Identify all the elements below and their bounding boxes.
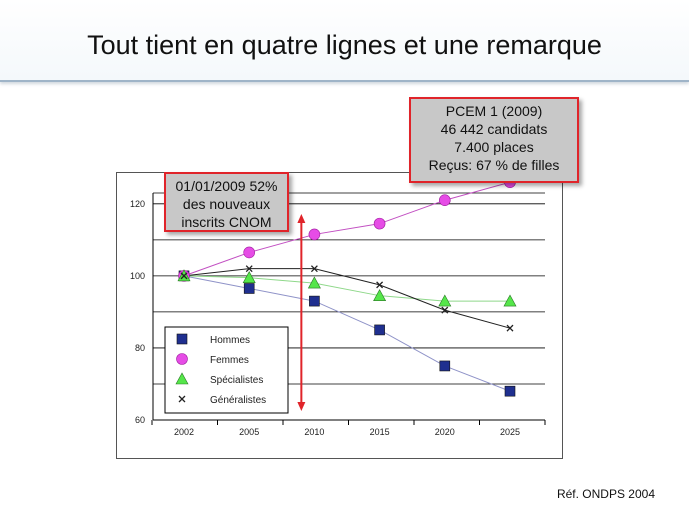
data-point-0-2 [309, 295, 320, 307]
legend-label: Généralistes [210, 395, 266, 406]
series-line-hommes [183, 275, 511, 392]
x-tick-label: 2015 [370, 427, 390, 437]
data-point-0-5 [504, 385, 516, 397]
legend-label: Femmes [210, 355, 249, 366]
data-point-3-2 [310, 265, 318, 273]
title-bar [0, 0, 689, 82]
data-point-3-1 [245, 265, 253, 273]
callout-line: inscrits CNOM [181, 214, 272, 230]
data-point-3-5 [506, 324, 514, 332]
legend-marker-3 [178, 395, 186, 403]
series-line-femmes [183, 181, 511, 277]
callout-line: des nouveaux [182, 196, 271, 212]
y-tick-label: 120 [130, 199, 145, 209]
series-line-généralistes [183, 268, 511, 329]
slide-title: Tout tient en quatre lignes et une remar… [87, 30, 602, 60]
data-point-0-3 [374, 324, 385, 336]
data-point-3-0 [180, 272, 188, 280]
arrow-up-head [297, 214, 306, 223]
legend-marker-2 [175, 372, 189, 385]
data-point-2-1 [242, 271, 256, 283]
callout-line: 7.400 places [454, 139, 534, 155]
data-point-1-1 [243, 246, 255, 259]
data-point-1-2 [308, 228, 321, 241]
x-tick-label: 2005 [239, 427, 259, 437]
y-tick-label: 80 [135, 343, 145, 353]
chart-frame: 60 80 100 120 2002 2005 2010 2015 2020 2025 Hommes… [116, 172, 563, 459]
data-point-1-4 [438, 194, 451, 207]
pcem-callout: PCEM 1 (2009) 46 442 candidats 7.400 pla… [409, 97, 579, 183]
data-point-2-2 [307, 276, 321, 289]
data-point-3-3 [376, 281, 384, 289]
data-point-0-1 [243, 283, 255, 294]
x-tick-label: 2025 [500, 427, 520, 437]
cnom-callout: 01/01/2009 52% des nouveaux inscrits CNO… [164, 172, 289, 232]
reference-note: Réf. ONDPS 2004 [556, 487, 655, 501]
x-tick-label: 2002 [174, 427, 194, 437]
data-point-2-4 [438, 294, 452, 307]
callout-line: 46 442 candidats [440, 121, 548, 137]
y-tick-label: 60 [135, 415, 145, 425]
legend-marker-1 [176, 353, 188, 365]
data-point-3-4 [441, 306, 449, 314]
x-tick-label: 2010 [304, 427, 324, 437]
arrow-down-head [297, 402, 306, 411]
legend-label: Spécialistes [210, 375, 263, 386]
series-line-spécialistes [183, 275, 510, 302]
x-tick-label: 2020 [435, 427, 455, 437]
data-point-1-3 [373, 217, 386, 230]
y-tick-label: 100 [130, 271, 145, 281]
callout-line: 01/01/2009 52% [175, 178, 278, 194]
legend-label: Hommes [210, 335, 250, 346]
data-point-2-3 [373, 289, 387, 301]
callout-line: Reçus: 67 % de filles [428, 157, 560, 173]
legend-marker-0 [176, 333, 188, 345]
callout-line: PCEM 1 (2009) [445, 103, 543, 119]
data-point-2-5 [503, 294, 517, 307]
data-point-0-4 [439, 360, 451, 372]
